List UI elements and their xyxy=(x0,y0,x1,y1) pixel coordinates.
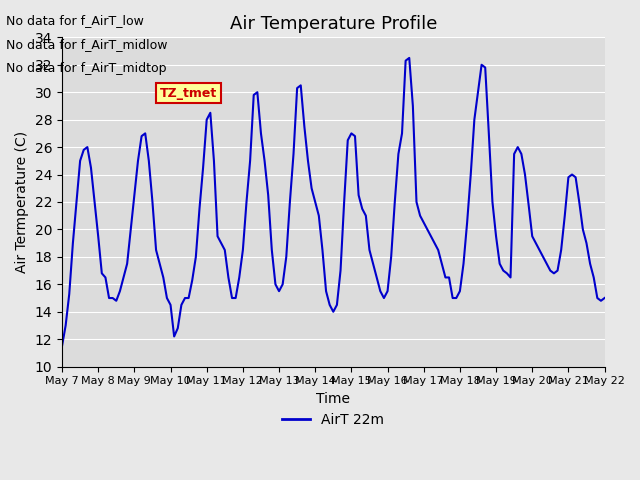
AirT 22m xyxy=(387,254,395,260)
Line: AirT 22m: AirT 22m xyxy=(62,58,605,346)
AirT 22m xyxy=(322,288,330,294)
Legend: AirT 22m: AirT 22m xyxy=(276,407,390,432)
AirT 22m xyxy=(58,343,66,349)
Title: Air Temperature Profile: Air Temperature Profile xyxy=(230,15,437,33)
X-axis label: Time: Time xyxy=(316,392,350,406)
AirT 22m xyxy=(405,55,413,61)
Text: No data for f_AirT_midlow: No data for f_AirT_midlow xyxy=(6,38,168,51)
Text: TZ_tmet: TZ_tmet xyxy=(160,86,217,100)
AirT 22m xyxy=(402,58,410,63)
AirT 22m xyxy=(442,275,449,280)
AirT 22m xyxy=(250,92,257,98)
Text: No data for f_AirT_midtop: No data for f_AirT_midtop xyxy=(6,62,167,75)
AirT 22m xyxy=(593,295,601,301)
AirT 22m xyxy=(601,295,609,301)
Text: No data for f_AirT_low: No data for f_AirT_low xyxy=(6,14,144,27)
Y-axis label: Air Termperature (C): Air Termperature (C) xyxy=(15,131,29,273)
